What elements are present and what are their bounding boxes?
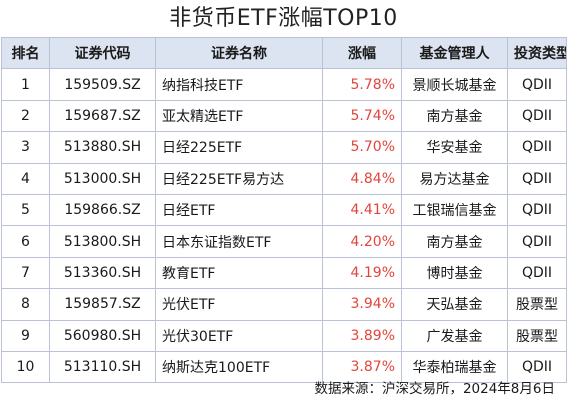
name-cell: 日经ETF — [155, 193, 323, 227]
table-row: 9 560980.SH 光伏30ETF 3.89% 广发基金 股票型 — [1, 319, 567, 352]
rank-cell: 1 — [1, 68, 50, 101]
rank-cell: 9 — [1, 319, 50, 352]
ranking-table: 排名 证券代码 证券名称 涨幅 基金管理人 投资类型 1 159509.SZ 纳… — [1, 36, 567, 384]
change-cell: 3.89% — [322, 319, 402, 352]
manager-cell: 华安基金 — [401, 131, 508, 164]
name-cell: 纳斯达克100ETF — [155, 350, 323, 384]
rank-cell: 4 — [1, 162, 50, 195]
code-cell: 513360.SH — [49, 256, 156, 290]
table-row: 1 159509.SZ 纳指科技ETF 5.78% 景顺长城基金 QDII — [1, 68, 567, 101]
manager-cell: 南方基金 — [401, 225, 508, 258]
manager-cell: 景顺长城基金 — [401, 68, 508, 101]
code-cell: 159866.SZ — [49, 193, 156, 227]
header-type: 投资类型 — [507, 36, 567, 70]
code-cell: 159857.SZ — [49, 288, 156, 321]
manager-cell: 博时基金 — [401, 256, 508, 290]
change-cell: 5.78% — [322, 68, 402, 101]
table-row: 7 513360.SH 教育ETF 4.19% 博时基金 QDII — [1, 256, 567, 290]
manager-cell: 广发基金 — [401, 319, 508, 352]
rank-cell: 2 — [1, 99, 50, 133]
name-cell: 日经225ETF — [155, 131, 323, 164]
header-name: 证券名称 — [155, 36, 323, 70]
name-cell: 日本东证指数ETF — [155, 225, 323, 258]
type-cell: QDII — [507, 99, 567, 133]
change-cell: 3.87% — [322, 350, 402, 384]
type-cell: QDII — [507, 68, 567, 101]
table-row: 5 159866.SZ 日经ETF 4.41% 工银瑞信基金 QDII — [1, 193, 567, 227]
code-cell: 560980.SH — [49, 319, 156, 352]
change-cell: 4.84% — [322, 162, 402, 195]
type-cell: QDII — [507, 131, 567, 164]
type-cell: QDII — [507, 193, 567, 227]
type-cell: QDII — [507, 350, 567, 384]
code-cell: 513000.SH — [49, 162, 156, 195]
change-cell: 4.20% — [322, 225, 402, 258]
type-cell: QDII — [507, 162, 567, 195]
code-cell: 159687.SZ — [49, 99, 156, 133]
table-row: 4 513000.SH 日经225ETF易方达 4.84% 易方达基金 QDII — [1, 162, 567, 195]
manager-cell: 工银瑞信基金 — [401, 193, 508, 227]
rank-cell: 10 — [1, 350, 50, 384]
rank-cell: 6 — [1, 225, 50, 258]
code-cell: 513800.SH — [49, 225, 156, 258]
page-title: 非货币ETF涨幅TOP10 — [169, 6, 398, 31]
type-cell: QDII — [507, 256, 567, 290]
table-row: 6 513800.SH 日本东证指数ETF 4.20% 南方基金 QDII — [1, 225, 567, 258]
rank-cell: 7 — [1, 256, 50, 290]
manager-cell: 天弘基金 — [401, 288, 508, 321]
rank-cell: 5 — [1, 193, 50, 227]
code-cell: 159509.SZ — [49, 68, 156, 101]
header-change: 涨幅 — [322, 36, 402, 70]
change-cell: 4.41% — [322, 193, 402, 227]
header-code: 证券代码 — [49, 36, 156, 70]
name-cell: 亚太精选ETF — [155, 99, 323, 133]
code-cell: 513110.SH — [49, 350, 156, 384]
change-cell: 3.94% — [322, 288, 402, 321]
change-cell: 5.70% — [322, 131, 402, 164]
name-cell: 光伏ETF — [155, 288, 323, 321]
header-manager: 基金管理人 — [401, 36, 508, 70]
name-cell: 教育ETF — [155, 256, 323, 290]
rank-cell: 3 — [1, 131, 50, 164]
manager-cell: 易方达基金 — [401, 162, 508, 195]
name-cell: 光伏30ETF — [155, 319, 323, 352]
name-cell: 纳指科技ETF — [155, 68, 323, 101]
table-header-row: 排名 证券代码 证券名称 涨幅 基金管理人 投资类型 — [1, 36, 567, 70]
change-cell: 4.19% — [322, 256, 402, 290]
data-source-note: 数据来源：沪深交易所，2024年8月6日 — [314, 381, 555, 397]
code-cell: 513880.SH — [49, 131, 156, 164]
table-row: 3 513880.SH 日经225ETF 5.70% 华安基金 QDII — [1, 131, 567, 164]
change-cell: 5.74% — [322, 99, 402, 133]
type-cell: 股票型 — [507, 319, 567, 352]
table-row: 8 159857.SZ 光伏ETF 3.94% 天弘基金 股票型 — [1, 288, 567, 321]
name-cell: 日经225ETF易方达 — [155, 162, 323, 195]
header-rank: 排名 — [1, 36, 50, 70]
rank-cell: 8 — [1, 288, 50, 321]
manager-cell: 南方基金 — [401, 99, 508, 133]
table-row: 10 513110.SH 纳斯达克100ETF 3.87% 华泰柏瑞基金 QDI… — [1, 350, 567, 384]
table-row: 2 159687.SZ 亚太精选ETF 5.74% 南方基金 QDII — [1, 99, 567, 133]
type-cell: QDII — [507, 225, 567, 258]
type-cell: 股票型 — [507, 288, 567, 321]
